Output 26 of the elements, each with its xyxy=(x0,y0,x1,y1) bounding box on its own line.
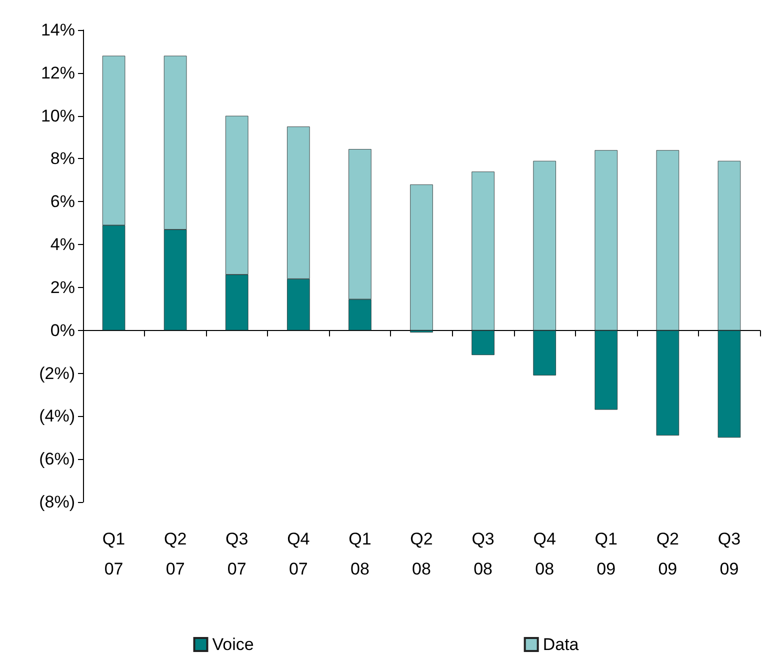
y-tick-label: 6% xyxy=(50,192,75,212)
y-tick-label: 2% xyxy=(50,278,75,297)
y-tick-label: 10% xyxy=(40,106,75,126)
y-tick-label: (2%) xyxy=(39,364,75,383)
x-tick-label: Q3 09 xyxy=(718,530,741,578)
x-tick-label: Q1 08 xyxy=(348,530,372,578)
legend-label: Data xyxy=(542,635,580,654)
x-tick-label: Q4 08 xyxy=(533,530,556,578)
x-tick-label: Q1 09 xyxy=(594,530,618,578)
y-tick-label: 4% xyxy=(50,235,75,254)
y-tick-label: (4%) xyxy=(39,406,75,426)
bar xyxy=(410,184,433,330)
x-tick-label: Q2 09 xyxy=(656,530,680,578)
y-tick-label: 8% xyxy=(50,149,75,168)
x-tick-label: Q2 07 xyxy=(164,530,187,578)
y-tick-label: (8%) xyxy=(39,492,75,512)
x-tick-label: Q3 07 xyxy=(226,530,248,578)
y-tick-label: 0% xyxy=(50,320,75,340)
x-tick-label: Q1 07 xyxy=(102,530,126,578)
legend-label: Voice xyxy=(212,635,254,654)
x-tick-label: Q4 07 xyxy=(287,530,310,578)
y-tick-label: 14% xyxy=(40,20,75,40)
y-tick-label: 12% xyxy=(40,63,75,82)
x-tick-label: Q2 08 xyxy=(410,530,433,578)
y-tick-label: (6%) xyxy=(39,450,75,469)
x-tick-label: Q3 08 xyxy=(472,530,494,578)
